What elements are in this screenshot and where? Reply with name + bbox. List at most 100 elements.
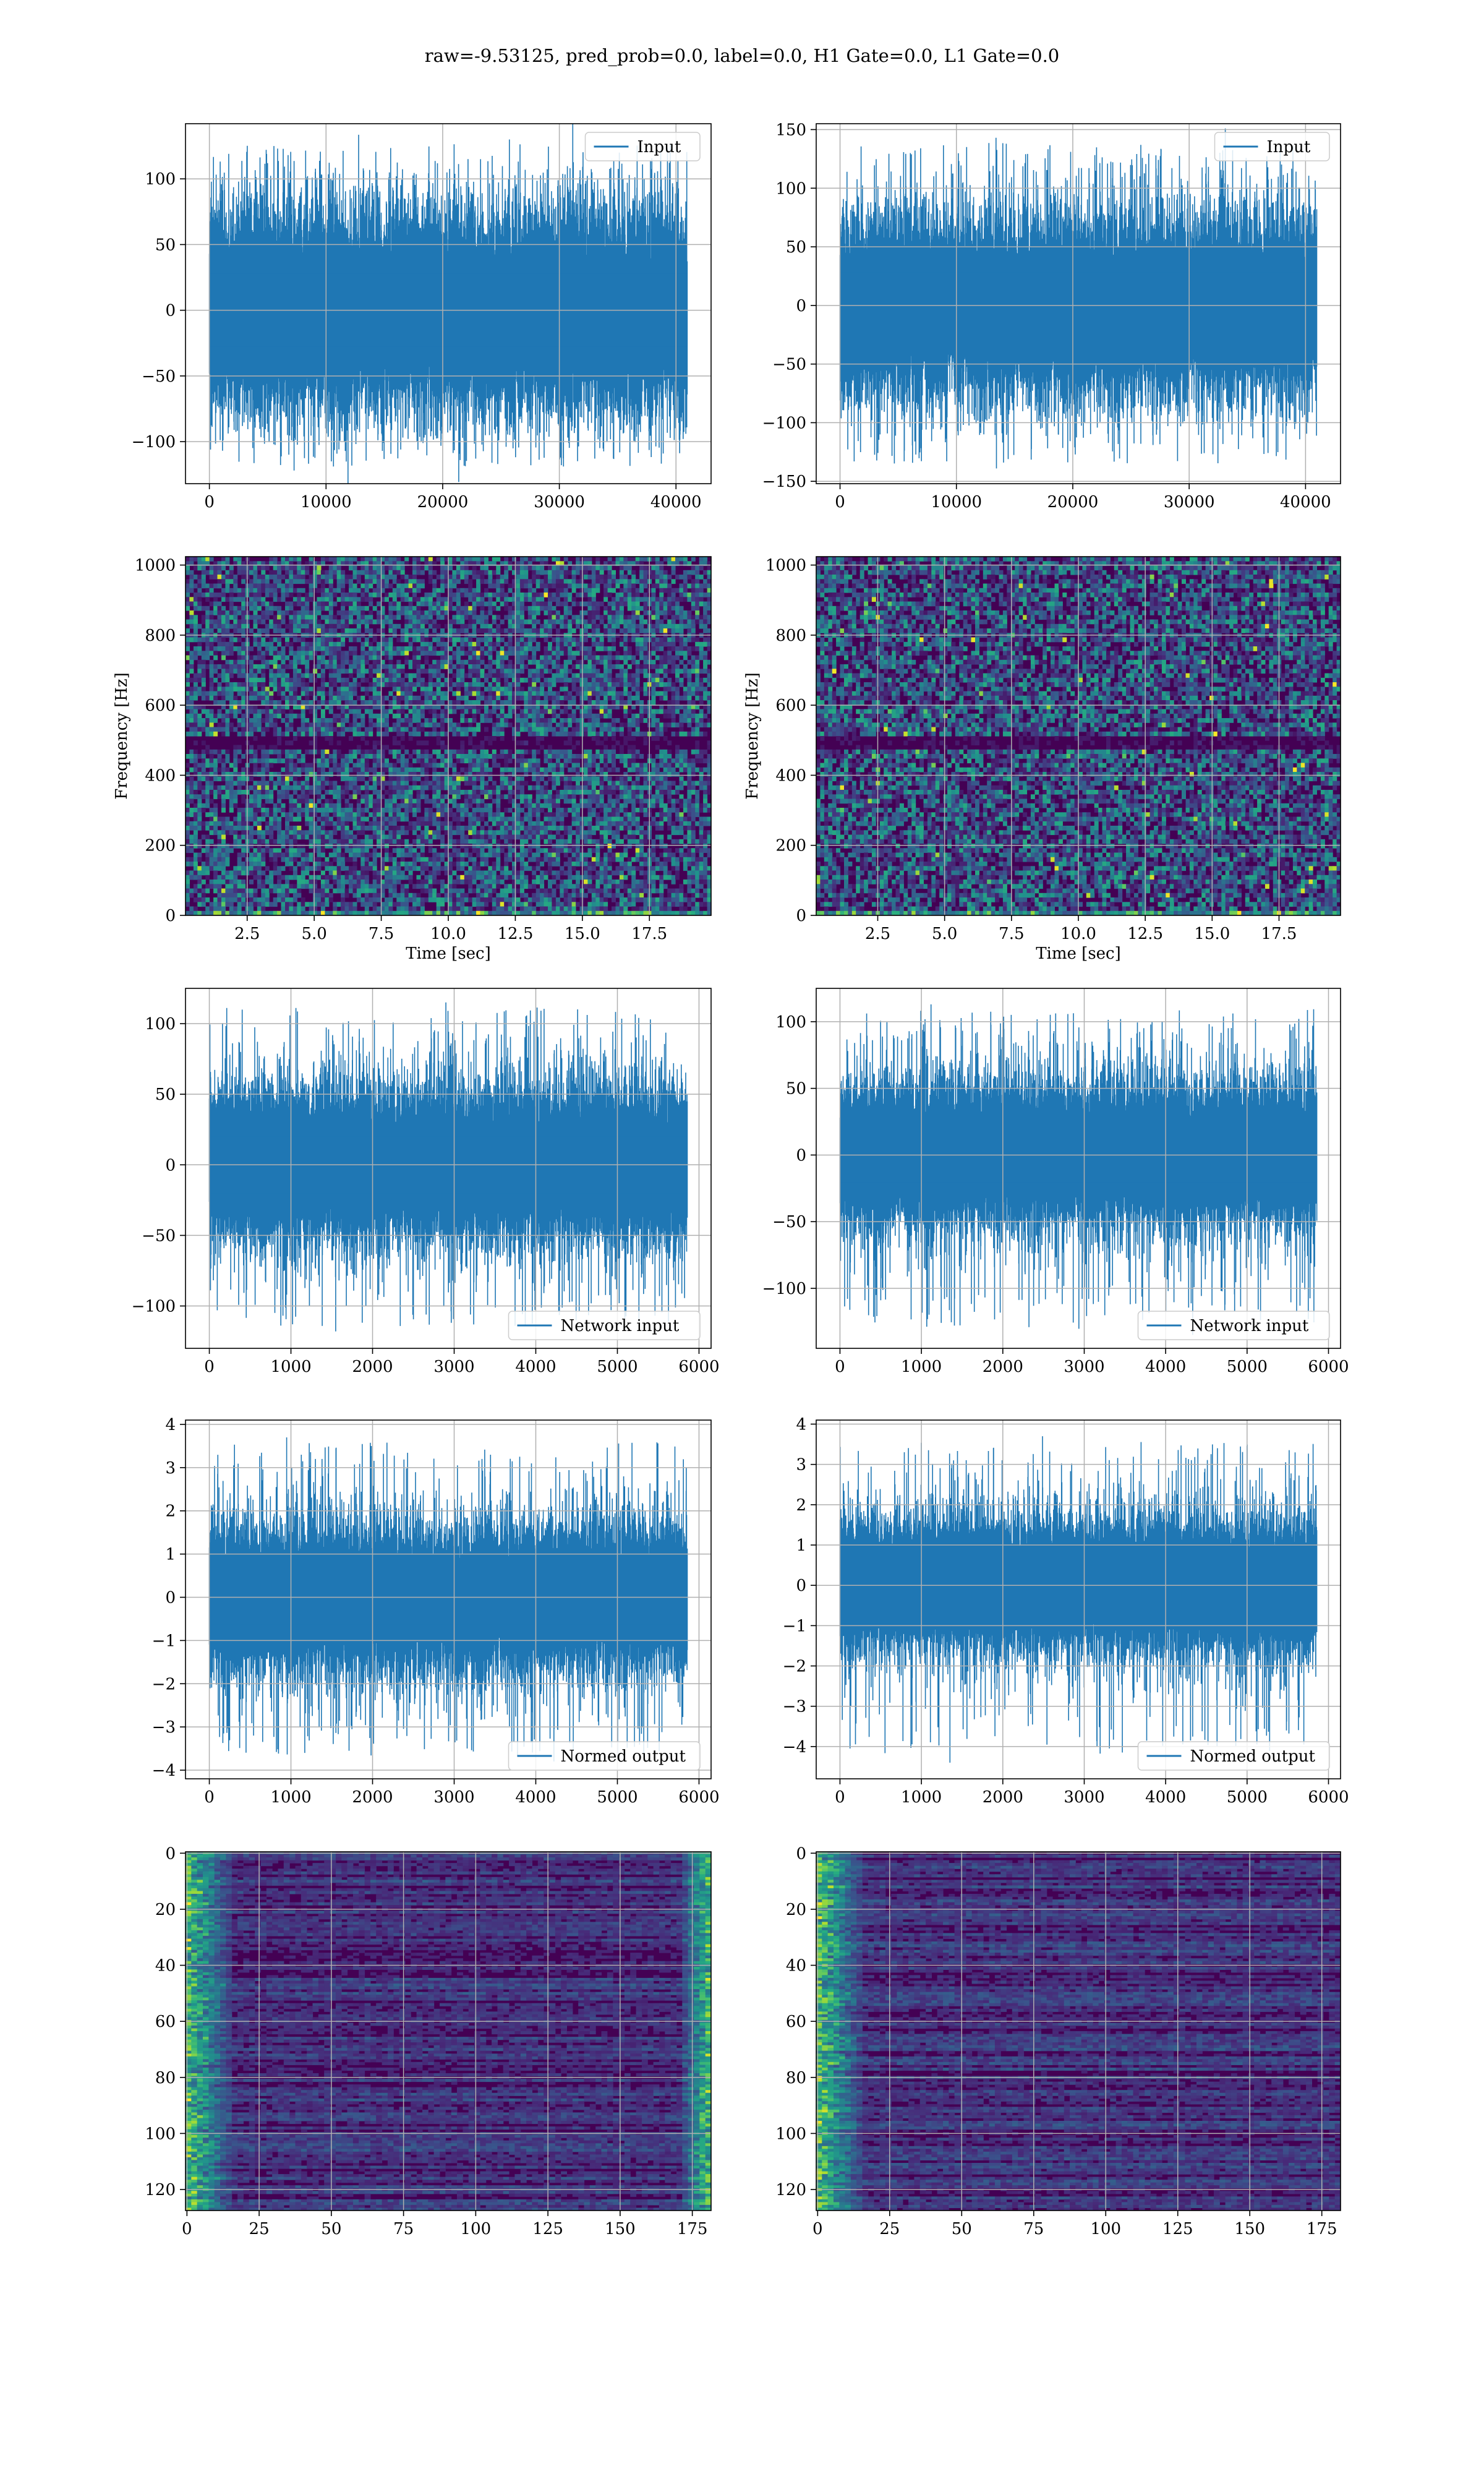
y-tick-label: 0	[165, 302, 176, 320]
y-tick-label: 20	[155, 1901, 176, 1919]
y-tick-label: 60	[155, 2013, 176, 2031]
gridlines	[816, 1420, 1341, 1779]
y-tick-label: 0	[165, 1589, 176, 1607]
y-tick-label: 3	[796, 1456, 806, 1475]
x-tick-label: 125	[1162, 2220, 1193, 2238]
x-tick-label: 12.5	[1127, 925, 1163, 943]
x-tick-label: 20000	[1047, 493, 1099, 511]
x-tick-label: 17.5	[631, 925, 667, 943]
x-tick-label: 0	[812, 2220, 823, 2238]
x-tick-label: 6000	[678, 1788, 719, 1807]
x-tick-label: 4000	[1145, 1788, 1186, 1807]
x-tick-label: 0	[835, 493, 845, 511]
x-tick-label: 30000	[534, 493, 585, 511]
x-tick-label: 2000	[352, 1788, 393, 1807]
y-tick-label: 0	[165, 907, 176, 925]
y-tick-label: 1000	[135, 557, 176, 575]
legend-label: Input	[638, 138, 681, 156]
y-tick-label: 0	[796, 297, 806, 315]
legend: Normed output	[1137, 1741, 1330, 1771]
y-tick-label: −100	[762, 414, 806, 432]
y-tick-label: 40	[155, 1957, 176, 1975]
x-tick-label: 12.5	[497, 925, 533, 943]
subplot-netin-h1: 0 1000 2000 3000 4000 5000 6000 −100 −50 0 50 100 Ne…	[132, 988, 720, 1376]
x-tick-label: 100	[1090, 2220, 1121, 2238]
y-tick-label: −2	[783, 1658, 806, 1676]
x-tick-label: 4000	[515, 1788, 556, 1807]
x-tick-label: 2000	[983, 1788, 1023, 1807]
y-tick-label: −3	[152, 1718, 176, 1737]
x-tick-label: 6000	[1308, 1358, 1349, 1376]
subplot-spec-l1: 2.5 5.0 7.5 10.0 12.5 15.0 17.5 0 200 400 600 800 10…	[743, 556, 1341, 963]
y-tick-label: 40	[786, 1957, 806, 1975]
x-tick-label: 0	[204, 493, 215, 511]
subplot-emb-l1: 0 25 50 75 100 125 150 175 0 20 40 60 80 100 120	[775, 1844, 1341, 2238]
y-tick-label: −50	[142, 367, 176, 386]
x-tick-label: 3000	[1064, 1788, 1104, 1807]
y-tick-label: −2	[152, 1675, 176, 1693]
legend-label: Network input	[561, 1317, 680, 1335]
x-tick-label: 40000	[1280, 493, 1331, 511]
y-tick-label: −50	[772, 1213, 806, 1231]
y-tick-label: 100	[775, 1013, 806, 1032]
x-tick-label: 10000	[931, 493, 982, 511]
legend: Network input	[508, 1311, 701, 1340]
subplot-input-h1: 0 10000 20000 30000 40000 −100 −50 0 50 100 Input	[132, 123, 712, 511]
x-tick-label: 4000	[1145, 1358, 1186, 1376]
legend-label: Network input	[1190, 1317, 1309, 1335]
x-tick-label: 1000	[270, 1358, 311, 1376]
subplot-spec-h1: 2.5 5.0 7.5 10.0 12.5 15.0 17.5 0 200 400 600 800 10…	[113, 556, 712, 963]
x-tick-label: 2.5	[234, 925, 260, 943]
x-tick-label: 3000	[1064, 1358, 1104, 1376]
x-tick-label: 25	[879, 2220, 900, 2238]
x-tick-label: 15.0	[1194, 925, 1230, 943]
legend-box	[1137, 1311, 1330, 1340]
x-tick-label: 10.0	[430, 925, 466, 943]
legend: Input	[1214, 132, 1330, 161]
x-tick-label: 1000	[901, 1358, 942, 1376]
x-tick-label: 7.5	[369, 925, 394, 943]
y-tick-label: 200	[775, 837, 806, 855]
x-tick-label: 10.0	[1060, 925, 1096, 943]
x-tick-label: 40000	[650, 493, 702, 511]
y-tick-label: 600	[775, 696, 806, 715]
y-tick-label: 100	[775, 2125, 806, 2143]
y-axis-label: Frequency [Hz]	[113, 672, 131, 800]
y-tick-label: 80	[155, 2069, 176, 2087]
legend-label: Input	[1267, 138, 1311, 156]
y-tick-label: 400	[775, 766, 806, 785]
x-tick-label: 150	[1234, 2220, 1265, 2238]
x-tick-label: 17.5	[1261, 925, 1297, 943]
x-tick-label: 175	[677, 2220, 708, 2238]
gridlines	[186, 1852, 711, 2211]
x-tick-label: 2000	[352, 1358, 393, 1376]
plot-area	[839, 128, 1318, 469]
x-tick-label: 150	[605, 2220, 636, 2238]
y-tick-label: −1	[152, 1632, 176, 1650]
y-tick-label: 20	[786, 1901, 806, 1919]
x-tick-label: 5000	[1227, 1358, 1268, 1376]
y-tick-label: 400	[145, 766, 176, 785]
gridlines	[186, 124, 711, 484]
y-tick-label: 120	[775, 2181, 806, 2199]
legend: Normed output	[508, 1741, 701, 1771]
legend-label: Normed output	[561, 1747, 686, 1766]
legend-box	[508, 1311, 701, 1340]
x-axis-label: Time [sec]	[406, 944, 491, 963]
plot-area	[208, 1002, 688, 1332]
x-tick-label: 5.0	[301, 925, 326, 943]
x-tick-label: 0	[835, 1788, 845, 1807]
y-tick-label: 1	[165, 1546, 176, 1564]
y-tick-label: 80	[786, 2069, 806, 2087]
axes-frame	[185, 1419, 712, 1779]
x-tick-label: 100	[461, 2220, 492, 2238]
y-tick-label: 3	[165, 1459, 176, 1478]
x-tick-label: 6000	[678, 1358, 719, 1376]
x-tick-label: 5.0	[932, 925, 957, 943]
x-tick-label: 50	[321, 2220, 341, 2238]
x-tick-label: 1000	[270, 1788, 311, 1807]
y-tick-label: 4	[165, 1416, 176, 1434]
x-tick-label: 25	[249, 2220, 270, 2238]
y-tick-label: 60	[786, 2013, 806, 2031]
x-tick-label: 10000	[301, 493, 352, 511]
